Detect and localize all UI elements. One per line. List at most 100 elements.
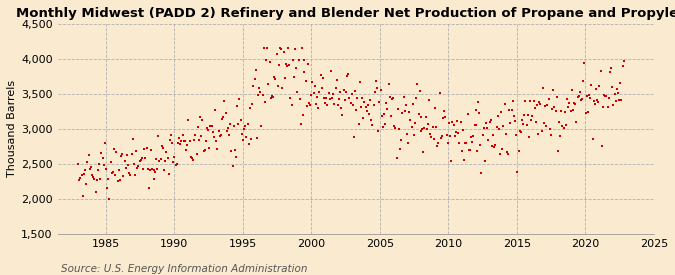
Point xyxy=(265,96,276,101)
Point xyxy=(148,177,159,181)
Point xyxy=(472,100,483,104)
Point xyxy=(495,152,506,156)
Point xyxy=(244,106,255,111)
Point xyxy=(446,159,456,163)
Point xyxy=(199,148,210,152)
Point xyxy=(99,163,109,167)
Point xyxy=(167,140,178,145)
Point xyxy=(533,132,543,137)
Point xyxy=(592,98,603,103)
Point xyxy=(348,103,358,108)
Point xyxy=(134,158,145,163)
Point xyxy=(474,111,485,115)
Point xyxy=(371,79,381,83)
Point xyxy=(124,171,134,176)
Point xyxy=(333,97,344,101)
Point xyxy=(595,68,606,73)
Point xyxy=(404,110,414,114)
Point xyxy=(175,142,186,147)
Point xyxy=(86,165,97,170)
Point xyxy=(117,152,128,157)
Point xyxy=(419,125,430,130)
Point xyxy=(416,129,427,133)
Point xyxy=(493,127,504,131)
Point xyxy=(579,60,590,65)
Point xyxy=(610,99,621,104)
Point xyxy=(192,125,203,129)
Point xyxy=(425,132,435,136)
Point xyxy=(563,105,574,110)
Point xyxy=(426,135,437,139)
Text: Source: U.S. Energy Information Administration: Source: U.S. Energy Information Administ… xyxy=(61,264,307,274)
Point xyxy=(485,118,496,122)
Point xyxy=(615,81,626,85)
Point xyxy=(435,136,446,141)
Point xyxy=(456,149,467,153)
Point xyxy=(351,108,362,112)
Point xyxy=(83,153,94,157)
Point xyxy=(78,194,88,198)
Point xyxy=(239,127,250,131)
Point xyxy=(144,186,155,190)
Point xyxy=(475,142,486,147)
Point xyxy=(410,120,421,125)
Point xyxy=(560,122,571,127)
Point xyxy=(562,97,572,101)
Point xyxy=(344,95,355,100)
Point xyxy=(418,150,429,154)
Point xyxy=(115,153,126,158)
Point xyxy=(544,127,555,131)
Point xyxy=(139,147,150,151)
Point xyxy=(183,118,194,122)
Point xyxy=(443,121,454,125)
Point xyxy=(261,58,271,63)
Point xyxy=(196,134,207,139)
Point xyxy=(292,90,303,94)
Point xyxy=(301,104,312,108)
Point xyxy=(90,190,101,194)
Point xyxy=(163,171,174,176)
Point xyxy=(502,150,512,154)
Point xyxy=(543,97,554,101)
Point xyxy=(142,167,153,171)
Point xyxy=(470,123,481,127)
Point xyxy=(497,147,508,151)
Point xyxy=(416,115,427,120)
Point xyxy=(500,102,510,106)
Point xyxy=(550,109,561,114)
Point xyxy=(186,156,197,161)
Title: Monthly Midwest (PADD 2) Refinery and Blender Net Production of Propane and Prop: Monthly Midwest (PADD 2) Refinery and Bl… xyxy=(16,7,675,20)
Point xyxy=(429,136,439,141)
Point xyxy=(189,138,200,142)
Point xyxy=(508,99,518,104)
Point xyxy=(542,103,553,108)
Point xyxy=(207,123,217,128)
Point xyxy=(580,111,591,115)
Point xyxy=(599,93,610,97)
Point xyxy=(198,148,209,153)
Point xyxy=(605,66,616,71)
Point xyxy=(197,118,208,123)
Point xyxy=(528,99,539,103)
Point xyxy=(310,102,321,106)
Point xyxy=(376,113,387,118)
Point xyxy=(99,141,110,145)
Point xyxy=(571,120,582,124)
Point xyxy=(587,137,598,141)
Point xyxy=(81,182,92,186)
Point xyxy=(618,59,629,63)
Point xyxy=(387,97,398,101)
Point xyxy=(146,148,157,152)
Point xyxy=(613,91,624,95)
Point xyxy=(441,133,452,137)
Point xyxy=(256,124,267,128)
Point xyxy=(162,156,173,161)
Point xyxy=(576,97,587,101)
Point xyxy=(271,51,282,56)
Point xyxy=(489,144,500,149)
Point xyxy=(250,68,261,72)
Point xyxy=(416,127,427,131)
Point xyxy=(288,57,298,62)
Point xyxy=(388,96,399,100)
Point xyxy=(364,97,375,102)
